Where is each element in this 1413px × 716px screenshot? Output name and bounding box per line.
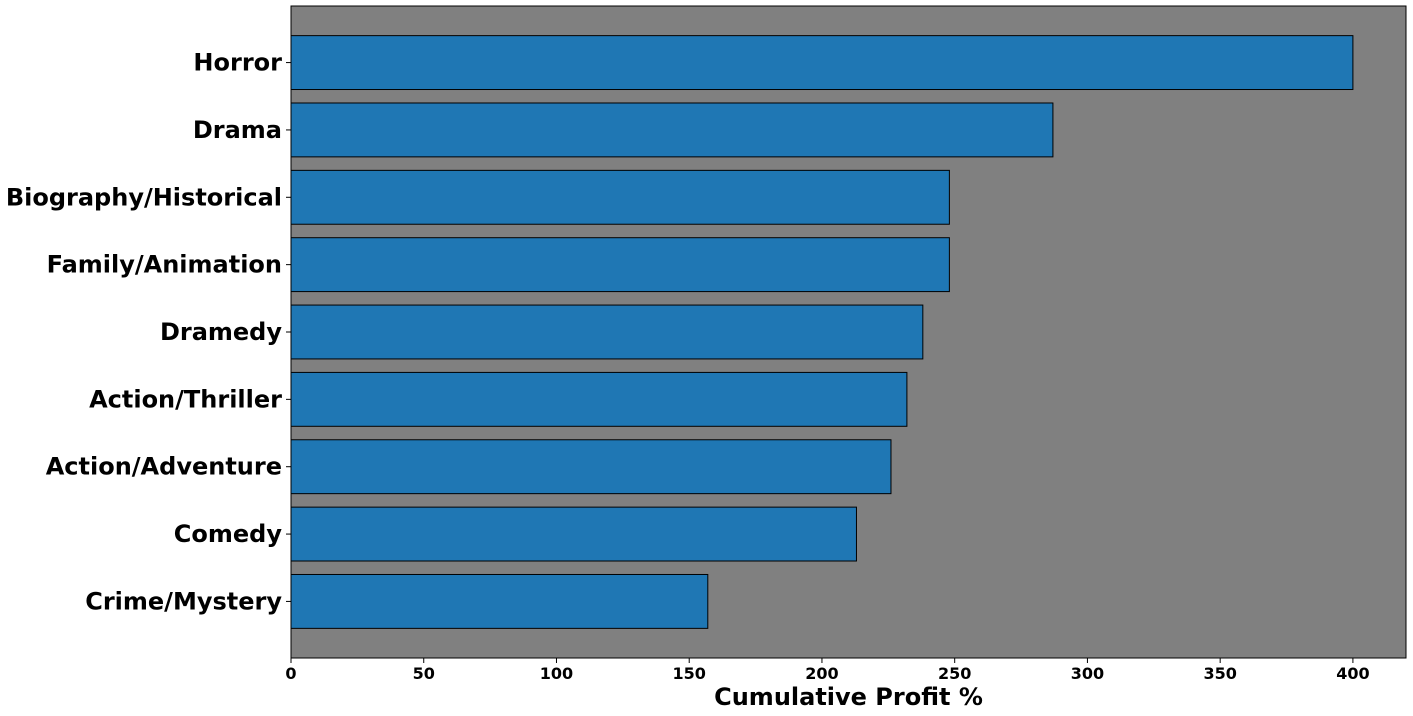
bar-biography-historical [290, 169, 950, 225]
y-tick-label: Comedy [174, 520, 283, 548]
y-tick-label: Horror [193, 49, 282, 77]
bar-crime-mystery [290, 573, 709, 629]
y-tick-label: Biography/Historical [6, 183, 282, 211]
y-tick-label: Action/Thriller [89, 385, 282, 413]
x-tick-label: 50 [413, 664, 435, 683]
y-tick-label: Dramedy [160, 318, 282, 346]
bar-comedy [290, 506, 857, 562]
y-tick-label: Family/Animation [47, 251, 282, 279]
y-axis: Horror Drama Biography/Historical Family/An… [6, 49, 291, 615]
x-tick-label: 0 [285, 664, 296, 683]
x-tick-label: 300 [1071, 664, 1104, 683]
y-tick-label: Action/Adventure [46, 453, 282, 481]
x-tick-label: 150 [673, 664, 706, 683]
x-tick-label: 400 [1336, 664, 1369, 683]
bar-action-thriller [290, 371, 908, 427]
y-tick-label: Drama [193, 116, 282, 144]
x-tick-label: 100 [540, 664, 573, 683]
bar-action-adventure [290, 439, 892, 495]
x-tick-label: 250 [938, 664, 971, 683]
x-axis: 0 50 100 150 200 250 300 350 400 [285, 658, 1370, 683]
x-tick-label: 200 [805, 664, 838, 683]
bar-horror [290, 35, 1354, 91]
x-axis-title: Cumulative Profit % [714, 683, 983, 711]
x-tick-label: 350 [1203, 664, 1236, 683]
bar-dramedy [290, 304, 924, 360]
y-tick-label: Crime/Mystery [85, 587, 282, 615]
bar-family-animation [290, 237, 950, 293]
bar-drama [290, 102, 1054, 158]
bars-group [290, 35, 1354, 629]
